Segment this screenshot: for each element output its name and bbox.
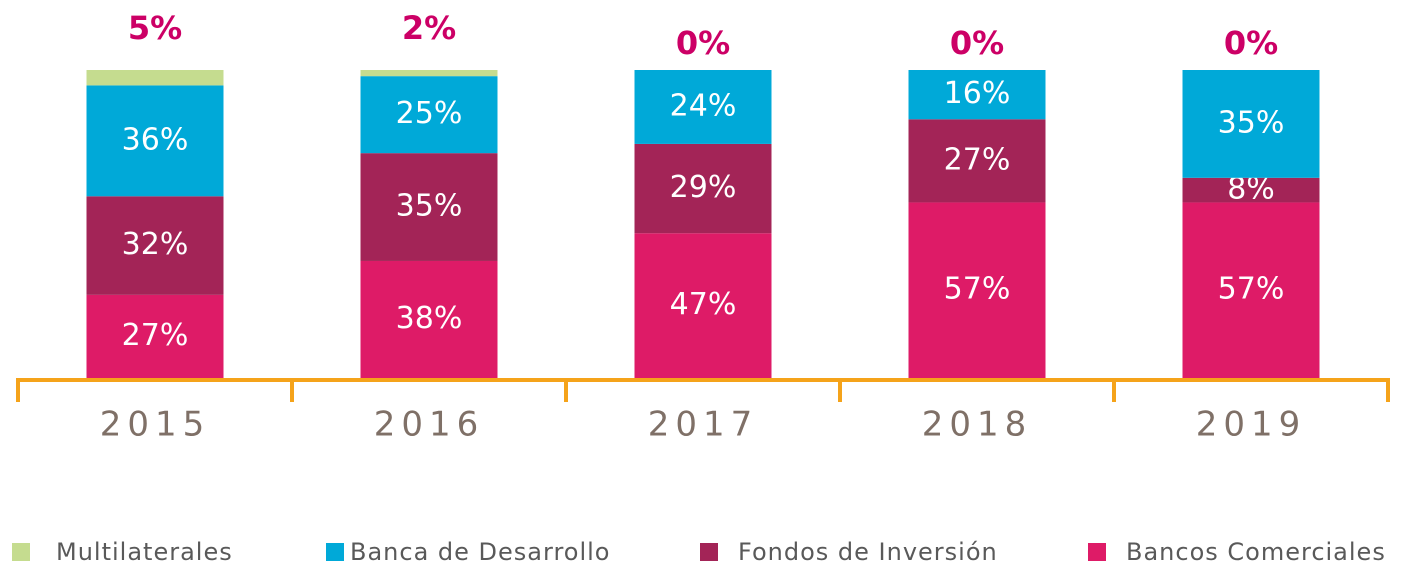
top-label: 2%	[402, 9, 456, 47]
value-label: 36%	[122, 122, 189, 157]
legend-swatch	[700, 543, 718, 561]
bar-segment	[86, 294, 224, 378]
legend-swatch	[1088, 543, 1106, 561]
bar-segment	[634, 143, 772, 234]
legend-label: Bancos Comerciales	[1126, 538, 1386, 566]
x-tick-label: 2016	[374, 405, 485, 445]
legend-label: Banca de Desarrollo	[350, 538, 611, 566]
value-label: 35%	[396, 189, 463, 224]
value-label: 32%	[122, 227, 189, 262]
bar-segment	[634, 70, 772, 144]
bar-segment	[908, 70, 1046, 120]
value-label: 57%	[1218, 272, 1285, 307]
value-label: 27%	[122, 318, 189, 353]
value-label: 29%	[670, 170, 737, 205]
value-label: 57%	[944, 272, 1011, 307]
legend-swatch	[12, 543, 30, 561]
value-label: 27%	[944, 142, 1011, 177]
bar-segment	[1182, 177, 1320, 203]
legend-label: Fondos de Inversión	[738, 538, 998, 566]
x-tick-label: 2018	[922, 405, 1033, 445]
value-label: 25%	[396, 96, 463, 131]
value-label: 16%	[944, 76, 1011, 111]
bar-segment	[360, 153, 498, 261]
bar-segment	[908, 119, 1046, 203]
top-label: 0%	[676, 24, 730, 62]
legend-label: Multilaterales	[56, 538, 233, 566]
top-label: 5%	[128, 9, 182, 47]
x-tick-label: 2019	[1196, 405, 1307, 445]
x-tick-label: 2017	[648, 405, 759, 445]
bar-segment	[360, 70, 498, 77]
value-label: 35%	[1218, 105, 1285, 140]
top-label: 0%	[950, 24, 1004, 62]
legend-swatch	[326, 543, 344, 561]
value-label: 47%	[670, 287, 737, 322]
bar-segment	[908, 202, 1046, 378]
value-label: 38%	[396, 301, 463, 336]
bar-segment	[634, 233, 772, 378]
bar-segment	[360, 260, 498, 378]
value-label: 24%	[670, 88, 737, 123]
bar-segment	[86, 85, 224, 197]
top-label: 0%	[1224, 24, 1278, 62]
bar-segment	[86, 196, 224, 295]
x-tick-label: 2015	[100, 405, 211, 445]
bar-segment	[1182, 202, 1320, 378]
bar-segment	[1182, 70, 1320, 178]
bar-segment	[360, 76, 498, 154]
bar-segment	[86, 70, 224, 86]
